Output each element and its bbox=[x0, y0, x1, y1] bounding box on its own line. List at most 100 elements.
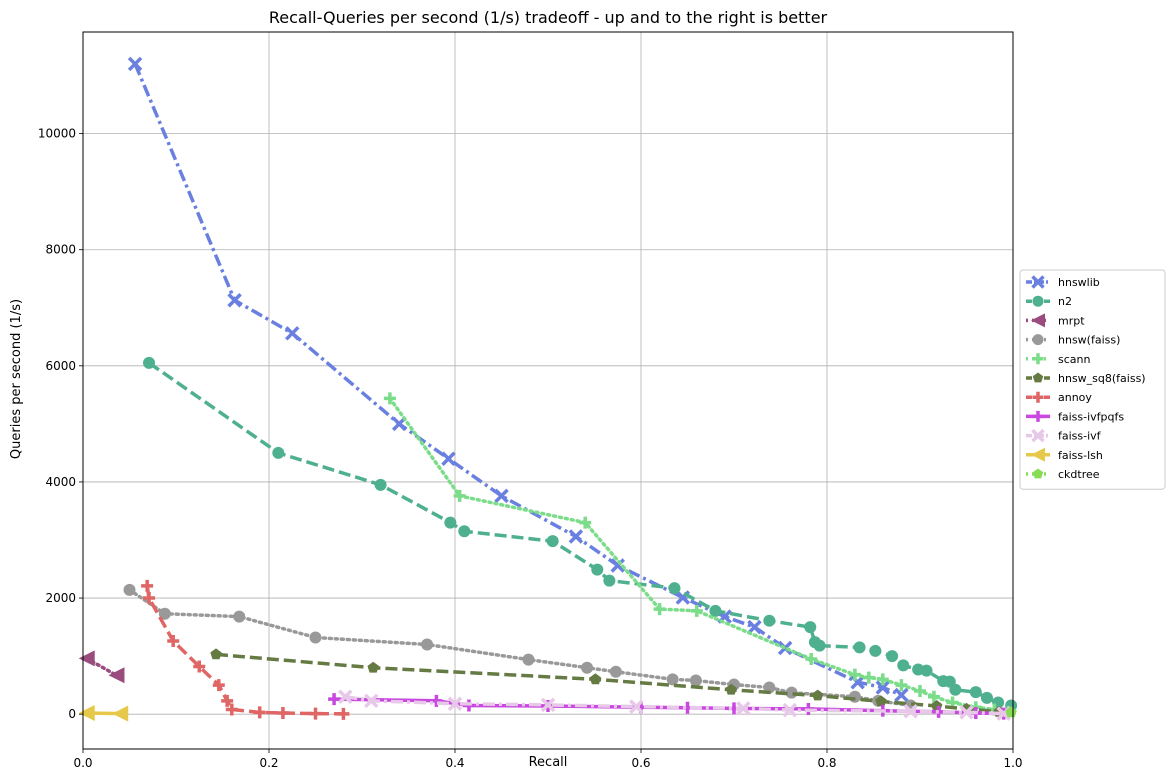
data-point bbox=[848, 690, 861, 703]
data-point bbox=[812, 689, 824, 701]
data-point bbox=[629, 699, 644, 714]
data-point bbox=[591, 563, 604, 576]
data-point bbox=[875, 695, 887, 707]
data-point bbox=[568, 529, 584, 544]
data-point bbox=[689, 674, 702, 687]
data-point bbox=[309, 707, 322, 720]
series-annoy bbox=[141, 579, 350, 720]
y-tick-label: 0 bbox=[68, 707, 76, 721]
data-point bbox=[903, 704, 918, 719]
y-tick-label: 10000 bbox=[38, 127, 76, 141]
data-point bbox=[367, 661, 379, 673]
legend-item: faiss-ivfpqfs bbox=[1026, 410, 1124, 423]
legend-label: scann bbox=[1058, 353, 1090, 366]
y-axis: 0 2000 4000 6000 8000 10000 bbox=[38, 127, 83, 721]
data-point bbox=[980, 691, 993, 704]
data-point bbox=[141, 579, 154, 592]
data-point bbox=[653, 603, 666, 616]
data-point bbox=[225, 703, 238, 716]
legend-marker bbox=[1031, 428, 1045, 443]
x-tick-label: 0.8 bbox=[817, 756, 836, 770]
data-point bbox=[78, 650, 95, 667]
data-point bbox=[540, 697, 556, 713]
data-point bbox=[609, 665, 622, 678]
y-tick-label: 2000 bbox=[45, 591, 76, 605]
legend-marker bbox=[1032, 468, 1044, 479]
plot-frame bbox=[82, 31, 1014, 750]
data-point bbox=[338, 689, 353, 704]
legend-marker bbox=[1031, 313, 1045, 328]
data-point bbox=[276, 707, 289, 720]
data-point bbox=[143, 356, 156, 369]
series-ckdtree bbox=[1005, 706, 1017, 718]
legend-marker bbox=[1032, 334, 1044, 346]
data-point bbox=[383, 392, 396, 405]
data-point bbox=[959, 705, 974, 720]
legend-marker bbox=[1032, 410, 1044, 422]
data-point bbox=[167, 635, 180, 648]
legend-item: hnswlib bbox=[1026, 275, 1100, 289]
legend-item: annoy bbox=[1026, 391, 1092, 404]
legend-item: scann bbox=[1026, 353, 1090, 366]
series-hnsw-faiss- bbox=[123, 583, 917, 712]
data-point bbox=[272, 446, 285, 459]
legend-item: hnsw_sq8(faiss) bbox=[1026, 372, 1146, 385]
legend-label: n2 bbox=[1058, 295, 1072, 308]
data-point bbox=[453, 489, 466, 502]
data-point bbox=[193, 660, 206, 673]
data-point bbox=[458, 525, 471, 538]
x-tick-label: 0.4 bbox=[445, 756, 464, 770]
data-point bbox=[233, 610, 246, 623]
data-point bbox=[374, 478, 387, 491]
data-point bbox=[447, 696, 463, 711]
data-point bbox=[927, 690, 940, 703]
series-line bbox=[127, 588, 913, 708]
data-point bbox=[920, 664, 933, 677]
data-point bbox=[747, 619, 762, 635]
legend-marker bbox=[1032, 295, 1044, 307]
data-point bbox=[862, 671, 875, 684]
data-point bbox=[848, 668, 861, 681]
data-point bbox=[430, 694, 443, 707]
data-point bbox=[610, 558, 625, 573]
legend-item: mrpt bbox=[1026, 313, 1085, 328]
legend-item: ckdtree bbox=[1026, 468, 1100, 481]
data-point bbox=[441, 451, 456, 466]
data-point bbox=[328, 693, 341, 706]
legend-label: mrpt bbox=[1058, 314, 1085, 327]
data-point bbox=[285, 326, 300, 341]
series-mrpt bbox=[78, 650, 125, 684]
data-point bbox=[212, 679, 225, 692]
data-point bbox=[782, 702, 798, 718]
legend-label: hnsw(faiss) bbox=[1058, 334, 1120, 347]
x-axis: 0.0 0.2 0.4 0.6 0.8 1.0 bbox=[73, 749, 1023, 770]
data-point bbox=[253, 706, 266, 719]
series-n2 bbox=[143, 356, 1018, 712]
legend-marker bbox=[1031, 275, 1045, 289]
data-point bbox=[108, 667, 125, 684]
series-hnswlib bbox=[127, 56, 909, 703]
data-point bbox=[895, 679, 908, 692]
data-point bbox=[763, 614, 776, 627]
x-tick-label: 1.0 bbox=[1003, 756, 1022, 770]
data-point bbox=[522, 653, 535, 666]
data-point bbox=[227, 292, 242, 308]
y-axis-label: Queries per second (1/s) bbox=[9, 299, 24, 459]
data-point bbox=[668, 582, 681, 595]
data-point bbox=[444, 516, 457, 529]
x-tick-label: 0.0 bbox=[73, 756, 92, 770]
legend-item: n2 bbox=[1026, 295, 1072, 308]
data-point bbox=[690, 604, 703, 617]
data-point bbox=[78, 705, 95, 722]
y-tick-label: 8000 bbox=[45, 243, 76, 257]
x-tick-label: 0.2 bbox=[259, 756, 278, 770]
x-tick-label: 0.6 bbox=[631, 756, 650, 770]
legend-marker bbox=[1031, 447, 1045, 462]
chart-title: Recall-Queries per second (1/s) tradeoff… bbox=[269, 8, 828, 27]
data-point bbox=[210, 648, 222, 660]
data-point bbox=[813, 639, 826, 652]
series-line bbox=[345, 694, 1004, 716]
series-line bbox=[145, 585, 344, 716]
legend-label: ckdtree bbox=[1058, 468, 1100, 481]
